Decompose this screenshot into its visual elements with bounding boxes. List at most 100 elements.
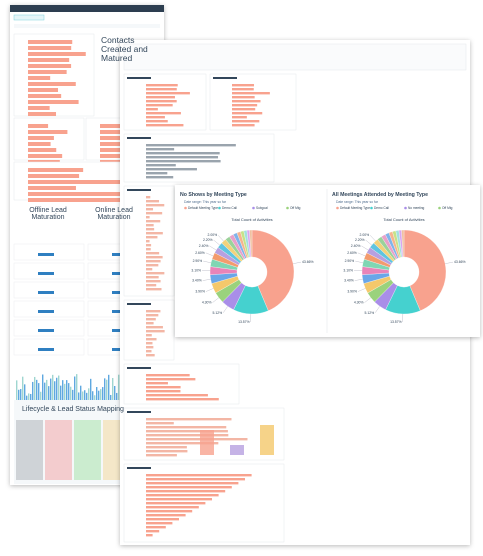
thumb-column [52, 374, 54, 400]
thumb-column [24, 384, 26, 400]
thumb-bar [146, 514, 186, 517]
thumb-bar [146, 434, 229, 437]
thumb-bar [146, 176, 174, 179]
thumb-bar [146, 454, 177, 457]
thumb-column [62, 380, 64, 400]
leader [357, 252, 366, 257]
legend-item: Default Meeting Type [188, 206, 218, 210]
legend-swatch [286, 206, 289, 210]
value-label: 2.40% [199, 244, 209, 248]
thumb-bar [146, 446, 187, 449]
leader [203, 260, 212, 263]
thumb-bar [146, 510, 193, 513]
value-label: 2.60% [195, 251, 205, 255]
thumb-bar [146, 430, 228, 433]
thumb-column [96, 387, 98, 400]
thumb-bar [100, 124, 134, 128]
thumb-bar [28, 52, 86, 56]
thumb-column [70, 386, 72, 400]
value-label: 13.57% [390, 320, 402, 324]
thumb-bar [146, 104, 173, 107]
thumb-bar [146, 382, 168, 385]
thumb-bar [146, 386, 181, 389]
thumb-bar [146, 120, 168, 123]
contacts-title: Contacts Created and Matured [101, 35, 148, 63]
thumb-bar [146, 252, 160, 255]
chart-title: All Meetings Attended by Meeting Type [332, 192, 428, 198]
thumb-bar [146, 276, 159, 279]
thumb-bar [146, 506, 199, 509]
slice [251, 229, 295, 311]
thumb-bar [232, 108, 256, 111]
thumb-column [50, 378, 52, 400]
leader [361, 245, 369, 251]
thumb-bar [146, 228, 155, 231]
thumb-bar [146, 450, 188, 453]
thumb-bar [232, 116, 247, 119]
thumb-bar [146, 244, 152, 247]
thumb-column [66, 380, 68, 400]
leader [375, 306, 380, 313]
thumb-bar [146, 256, 163, 259]
value-label: 2.20% [355, 238, 365, 242]
value-label: 2.90% [193, 259, 203, 263]
leader [202, 279, 211, 281]
thumb-bar [28, 64, 72, 68]
thumb-column [102, 387, 104, 400]
thumb-bar [146, 338, 157, 341]
tab[interactable] [13, 14, 45, 21]
thumb-column [94, 395, 96, 400]
thumb-column [112, 377, 114, 400]
legend-swatch [438, 206, 441, 210]
thumb-bar [28, 70, 67, 74]
thumb-bar [146, 88, 177, 91]
thumb-bar [146, 172, 168, 175]
thumb-bar [146, 390, 181, 393]
thumb-column [86, 392, 88, 400]
thumb-bar [28, 180, 140, 184]
leader [205, 288, 214, 292]
thumb-bar [146, 326, 163, 329]
thumb-bar [28, 168, 84, 172]
thumb-bar [146, 216, 150, 219]
legend-item: Subgoal [256, 206, 268, 210]
thumb-bar [146, 240, 150, 243]
thumb-bar [28, 198, 122, 202]
lifecycle-title: Lifecycle & Lead Status Mapping [22, 406, 124, 413]
legend-item: Demo Call [374, 206, 389, 210]
thumb-column [48, 386, 50, 400]
card-title [213, 77, 237, 79]
legend-swatch [218, 206, 221, 210]
thumb-column [36, 379, 38, 400]
thumb-bar [146, 426, 227, 429]
thumb-column [108, 374, 110, 400]
thumb-bar [146, 272, 165, 275]
card-title [127, 411, 151, 413]
thumb-bar [146, 236, 158, 239]
table-column [74, 420, 101, 480]
thumb-bar [146, 494, 219, 497]
value-label: 2.60% [347, 251, 357, 255]
thumb-column [84, 390, 86, 400]
thumb-bar [28, 82, 76, 86]
thumb-column [100, 389, 102, 400]
slice [403, 229, 447, 311]
thumb-bar [232, 112, 263, 115]
thumb-bar [146, 248, 151, 251]
thumb-column [88, 388, 90, 400]
filter-bar [14, 24, 160, 28]
total-label: Total Count of Activities [231, 217, 272, 222]
thumb-bar [146, 530, 160, 533]
thumb-bar [146, 208, 154, 211]
thumb-bar [100, 148, 122, 152]
thumb-bar [146, 96, 175, 99]
thumb-column [76, 374, 78, 400]
thumb-bar [146, 334, 152, 337]
thumb-bar [146, 232, 163, 235]
legend-item: Default Meeting Type [340, 206, 370, 210]
thumb-column [90, 378, 92, 400]
slice [401, 229, 405, 258]
thumb-bar [232, 124, 255, 127]
thumb-bar [28, 142, 51, 146]
thumb-column [74, 376, 76, 400]
